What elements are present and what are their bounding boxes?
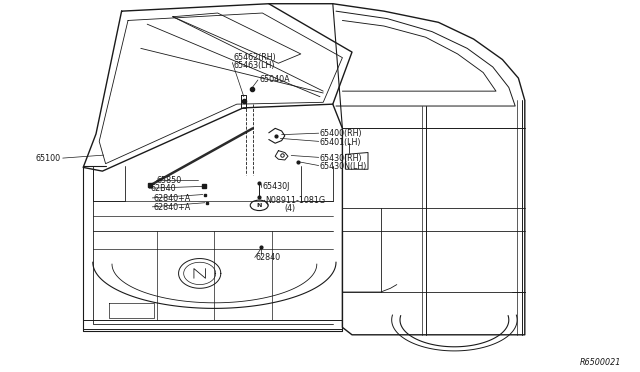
- Text: 62B40: 62B40: [150, 185, 176, 193]
- Text: 65400(RH): 65400(RH): [320, 129, 363, 138]
- Text: 62840+A: 62840+A: [154, 194, 191, 203]
- Text: 65850: 65850: [157, 176, 182, 185]
- Text: 65430J: 65430J: [262, 182, 290, 191]
- Text: (4): (4): [285, 204, 296, 213]
- Text: 65430N(LH): 65430N(LH): [320, 162, 367, 171]
- Text: 65100: 65100: [36, 154, 61, 163]
- Text: 65462(RH): 65462(RH): [234, 53, 276, 62]
- Text: 65430(RH): 65430(RH): [320, 154, 363, 163]
- Text: N08911-1081G: N08911-1081G: [266, 196, 326, 205]
- Text: 62840+A: 62840+A: [154, 203, 191, 212]
- Text: 65040A: 65040A: [259, 76, 290, 84]
- Text: 62840: 62840: [256, 253, 281, 262]
- Text: 65401(LH): 65401(LH): [320, 138, 362, 147]
- Text: N: N: [257, 203, 262, 208]
- Text: R6500021: R6500021: [579, 358, 621, 367]
- Text: 65463(LH): 65463(LH): [234, 61, 275, 70]
